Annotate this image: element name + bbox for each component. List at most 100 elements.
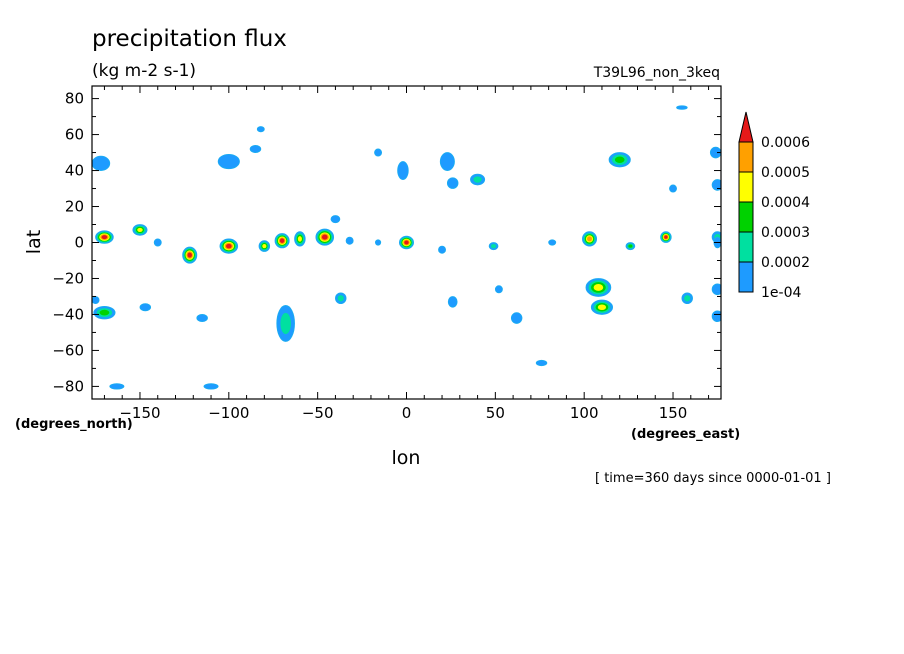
y-tick-label: −40 <box>52 305 84 323</box>
contour-feature <box>92 155 111 171</box>
contour-feature <box>345 236 354 245</box>
x-axis-label: lon <box>392 447 421 469</box>
contour-level-5 <box>587 236 592 242</box>
contour-feature <box>256 126 265 133</box>
contour-feature <box>585 278 612 297</box>
contour-feature <box>470 173 486 186</box>
time-label: [ time=360 days since 0000-01-01 ] <box>595 471 831 486</box>
contour-level-6 <box>664 235 668 239</box>
y-unit-label: (degrees_north) <box>15 417 133 432</box>
y-tick-label: −60 <box>52 341 84 359</box>
legend-swatch <box>738 261 754 293</box>
chart-title: precipitation flux <box>92 26 287 52</box>
contour-level-1 <box>196 314 208 323</box>
contour-level-1 <box>153 238 162 247</box>
x-tick-label: 100 <box>570 404 599 422</box>
contour-feature <box>374 148 383 157</box>
y-tick-label: 80 <box>65 90 84 108</box>
x-tick-label: −100 <box>208 404 249 422</box>
contour-feature <box>219 238 239 254</box>
contour-level-6 <box>279 238 285 243</box>
contour-level-4 <box>297 236 302 242</box>
legend-label: 1e-04 <box>761 285 801 301</box>
contour-feature <box>398 235 415 250</box>
y-tick-label: 0 <box>74 234 84 252</box>
contour-level-1 <box>375 239 382 246</box>
y-tick-label: 40 <box>65 162 84 180</box>
chart-subtitle: (kg m-2 s-1) <box>92 61 196 81</box>
contour-level-3 <box>614 156 625 164</box>
contour-feature <box>711 310 721 323</box>
contour-level-1 <box>676 105 688 110</box>
contour-feature <box>196 314 208 323</box>
contour-level-1 <box>249 144 262 153</box>
contour-feature <box>535 359 548 367</box>
contour-feature <box>660 231 672 243</box>
contour-level-1 <box>711 283 721 296</box>
contour-feature <box>217 153 240 170</box>
x-tick-label: −150 <box>119 404 160 422</box>
contour-level-1 <box>669 184 677 193</box>
contour-level-1 <box>139 303 152 312</box>
contour-feature <box>397 161 409 180</box>
contour-level-1 <box>711 310 721 323</box>
contour-level-1 <box>447 296 458 308</box>
contour-level-2 <box>684 295 691 302</box>
y-tick-label: −80 <box>52 377 84 395</box>
contour-level-4 <box>262 244 267 249</box>
contour-feature <box>711 283 721 296</box>
x-tick-label: 50 <box>486 404 505 422</box>
contour-feature <box>494 285 503 294</box>
contour-feature <box>132 224 148 236</box>
contour-level-4 <box>597 304 607 311</box>
contour-feature <box>582 231 598 247</box>
contour-feature <box>294 231 306 247</box>
color-legend: 1e-04 0.0002 0.0003 0.0004 0.0005 0.0006 <box>738 111 810 301</box>
contour-feature <box>711 179 721 191</box>
contour-level-1 <box>92 155 111 171</box>
run-label: T39L96_non_3keq <box>593 65 720 81</box>
contour-level-4 <box>137 227 143 232</box>
contour-level-1 <box>109 383 125 390</box>
contour-level-1 <box>256 126 265 133</box>
legend-label: 0.0004 <box>761 195 810 211</box>
contour-level-1 <box>709 146 721 159</box>
contour-level-2 <box>473 176 482 183</box>
contour-feature <box>625 242 636 251</box>
legend-swatch <box>738 201 754 233</box>
contour-feature <box>375 239 382 246</box>
legend-swatch <box>738 141 754 173</box>
legend-label: 0.0003 <box>761 225 810 241</box>
contour-feature <box>249 144 262 153</box>
contour-feature <box>139 303 152 312</box>
contour-level-2 <box>490 243 497 249</box>
contour-level-3 <box>628 244 633 248</box>
contour-level-1 <box>535 359 548 367</box>
contour-feature <box>315 228 335 246</box>
contour-feature <box>608 152 631 168</box>
contour-level-6 <box>404 240 409 245</box>
y-axis-label: lat <box>23 230 45 254</box>
contour-feature <box>709 146 721 159</box>
contour-feature <box>93 305 116 320</box>
contour-level-1 <box>217 153 240 170</box>
contour-feature <box>92 296 100 305</box>
contour-feature <box>447 296 458 308</box>
contour-level-1 <box>397 161 409 180</box>
contour-feature <box>274 233 290 249</box>
contour-level-1 <box>345 236 354 245</box>
contour-level-1 <box>711 179 721 191</box>
contour-feature <box>438 245 446 254</box>
contour-feature <box>439 152 455 171</box>
contour-level-2 <box>280 312 291 335</box>
contour-level-6 <box>226 243 232 249</box>
contour-level-3 <box>99 309 110 316</box>
contour-level-1 <box>439 152 455 171</box>
contour-level-1 <box>446 177 459 189</box>
legend-swatch <box>738 171 754 203</box>
contour-feature <box>446 177 459 189</box>
contour-level-1 <box>330 215 341 224</box>
contour-level-1 <box>548 239 557 246</box>
contour-feature <box>510 312 523 324</box>
